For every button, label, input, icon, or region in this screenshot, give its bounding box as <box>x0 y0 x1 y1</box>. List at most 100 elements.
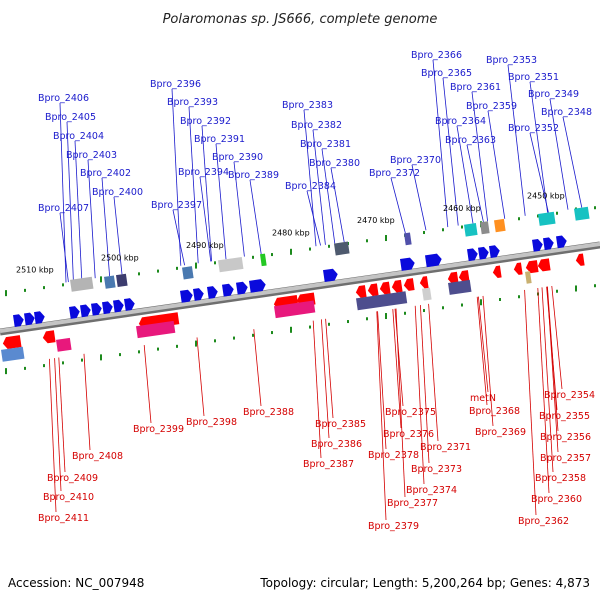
leader-line-forward <box>529 81 548 213</box>
domain-tile <box>260 253 267 267</box>
domain-block <box>448 279 472 295</box>
forward-gene-arrow <box>91 302 102 316</box>
tick-mark-lower <box>157 347 159 351</box>
forward-gene-shape <box>467 248 478 262</box>
leader-line-forward <box>74 140 83 281</box>
domain-block <box>480 221 490 235</box>
forward-gene-shape <box>222 283 234 297</box>
domain-tile <box>480 221 490 235</box>
gene-label-reverse: Bpro_2369 <box>475 427 526 438</box>
gene-label-reverse: Bpro_2378 <box>368 450 419 461</box>
gene-label-reverse: metN <box>470 393 496 404</box>
gene-label-forward: Bpro_2405 <box>45 112 96 123</box>
gene-label-forward: Bpro_2365 <box>421 68 472 79</box>
scale-label: 2470 kbp <box>357 216 395 225</box>
domain-tile <box>538 211 556 226</box>
leader-line-reverse <box>395 308 406 498</box>
leader-line-reverse <box>541 287 554 473</box>
leader-line-reverse <box>394 308 404 407</box>
leader-line-forward <box>199 176 212 262</box>
domain-block <box>260 253 267 267</box>
tick-mark-lower <box>214 339 216 343</box>
forward-gene-arrow <box>425 253 442 268</box>
gene-label-forward: Bpro_2392 <box>180 116 231 127</box>
genome-backbone <box>0 241 600 336</box>
leader-line-forward <box>215 143 227 260</box>
map-title: Polaromonas sp. JS666, complete genome <box>163 12 438 27</box>
leader-line-reverse <box>196 337 205 417</box>
gene-label-forward: Bpro_2393 <box>167 97 218 108</box>
leader-line-reverse <box>546 286 559 453</box>
gene-label-forward: Bpro_2382 <box>291 120 342 131</box>
domain-tile <box>218 256 244 273</box>
domain-block <box>464 222 478 237</box>
leader-line-reverse <box>551 285 563 390</box>
gene-label-forward: Bpro_2404 <box>53 131 104 142</box>
domain-block <box>334 241 350 256</box>
reverse-gene-shape <box>537 258 551 272</box>
tick-mark-upper <box>518 217 520 221</box>
domain-tile <box>70 276 94 292</box>
tick-mark-lower <box>594 284 596 288</box>
tick-mark-upper <box>461 225 463 229</box>
gene-label-reverse: Bpro_2375 <box>385 407 436 418</box>
domain-block <box>218 256 244 273</box>
domain-tile <box>464 222 478 237</box>
forward-gene-shape <box>323 268 338 283</box>
domain-block <box>116 273 128 288</box>
tick-mark-lower <box>423 309 425 313</box>
tick-mark-upper <box>5 290 7 297</box>
forward-gene-shape <box>34 311 45 324</box>
leader-line-reverse <box>83 353 91 451</box>
tick-mark-lower <box>442 306 444 310</box>
gene-features <box>1 206 590 362</box>
accession-label: Accession: NC_007948 <box>8 576 145 590</box>
gene-label-forward: Bpro_2361 <box>450 82 501 93</box>
leader-line-forward <box>466 144 484 222</box>
gene-label-reverse: Bpro_2388 <box>243 407 294 418</box>
forward-gene-shape <box>556 235 567 249</box>
leader-line-forward <box>303 109 317 247</box>
leader-lines <box>49 59 583 521</box>
tick-mark-lower <box>233 336 235 340</box>
leader-line-reverse <box>414 305 425 485</box>
reverse-gene-shape <box>367 283 379 297</box>
leader-line-reverse <box>420 305 430 464</box>
tick-mark-lower <box>499 298 501 301</box>
forward-gene-arrow <box>193 288 204 301</box>
gene-label-reverse: Bpro_2356 <box>540 432 591 443</box>
forward-gene-shape <box>124 298 135 311</box>
gene-label-forward: Bpro_2381 <box>300 139 351 150</box>
forward-gene-shape <box>400 257 415 271</box>
leader-line-forward <box>487 110 506 219</box>
domain-tile <box>356 291 408 311</box>
forward-gene-shape <box>113 299 124 313</box>
leader-line-forward <box>233 161 245 257</box>
tick-mark-lower <box>518 295 520 299</box>
leader-line-forward <box>471 91 488 222</box>
reverse-gene-arrow <box>513 262 523 275</box>
leader-line-reverse <box>54 358 62 492</box>
reverse-gene-arrow <box>575 253 585 266</box>
forward-gene-arrow <box>556 235 567 249</box>
reverse-gene-arrow <box>403 278 415 291</box>
forward-gene-arrow <box>249 279 266 293</box>
domain-block <box>136 320 176 339</box>
reverse-gene-shape <box>2 335 22 350</box>
tick-mark-upper <box>537 214 539 218</box>
tick-mark-upper <box>176 266 178 270</box>
tick-mark-upper <box>423 231 425 235</box>
leader-line-reverse <box>524 289 537 516</box>
scale-label: 2500 kbp <box>101 253 139 262</box>
scale-label: 2490 kbp <box>186 241 224 250</box>
reverse-gene-arrow <box>525 260 539 274</box>
leader-line-reverse <box>476 296 488 406</box>
tick-mark-upper <box>385 235 387 242</box>
tick-mark-lower <box>404 311 406 315</box>
gene-label-forward: Bpro_2394 <box>178 167 229 178</box>
gene-label-forward: Bpro_2397 <box>151 200 202 211</box>
gene-label-reverse: Bpro_2373 <box>411 464 462 475</box>
tick-mark-lower <box>328 322 330 326</box>
domain-tile <box>448 279 472 295</box>
tick-mark-upper <box>62 283 64 287</box>
